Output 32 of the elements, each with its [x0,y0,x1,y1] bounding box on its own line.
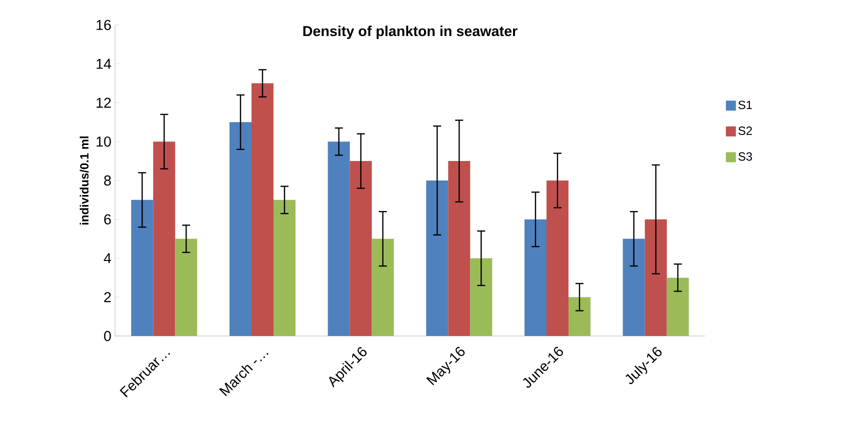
y-tick-label: 0 [104,330,111,342]
y-tick-label: 10 [96,136,111,147]
y-axis-title: individus/0.1 ml [80,136,89,225]
legend-label: S2 [738,126,752,135]
chart-title: Density of plankton in seawater [303,26,518,40]
legend-label: S3 [738,152,752,161]
bar [328,142,350,336]
bar [448,161,470,336]
y-tick-label: 12 [96,98,111,108]
y-tick-label: 14 [96,58,112,69]
bar [175,238,198,336]
bar [622,238,645,336]
bar [426,180,448,336]
y-tick-label: 16 [96,20,111,30]
y-tick-label: 2 [104,292,111,302]
bar [274,200,296,336]
bar [252,83,274,336]
bar [372,238,394,336]
y-tick-label: 4 [104,253,112,264]
bar [546,180,569,336]
bar [666,278,689,336]
bar [350,161,372,336]
bar [131,200,154,336]
y-tick-label: 8 [104,175,111,186]
legend-label: S1 [738,100,752,110]
bar [568,297,591,336]
bar [230,122,252,336]
bar [470,258,492,336]
bar [524,219,547,336]
bar [644,219,667,336]
y-tick-label: 6 [104,214,111,224]
bar [153,142,176,336]
